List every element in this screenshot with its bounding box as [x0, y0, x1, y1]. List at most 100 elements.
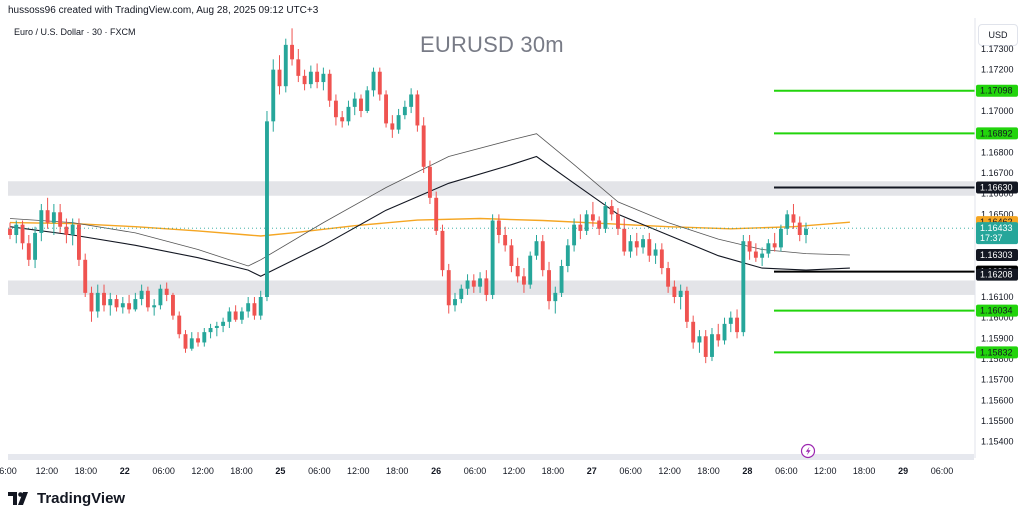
- candle-body: [359, 98, 363, 111]
- candle: [164, 282, 169, 302]
- candle-body: [8, 228, 12, 235]
- time-tick-label: 12:00: [191, 466, 214, 476]
- candle: [722, 317, 727, 345]
- candle: [233, 305, 238, 322]
- price-tag-label: 1.16433: [980, 223, 1013, 233]
- candle: [747, 235, 752, 260]
- price-axis[interactable]: 1.173001.172001.171001.170001.169001.168…: [981, 44, 1014, 447]
- candle-body: [515, 266, 520, 277]
- candle-body: [145, 290, 150, 308]
- candle-body: [691, 321, 696, 343]
- time-axis[interactable]: 6:00 12:00 18:00 22 06:00 12:00 18:00 25 06:00 12…: [0, 466, 953, 476]
- candle-body: [753, 251, 758, 258]
- candle-body: [634, 241, 639, 248]
- candle: [33, 226, 38, 269]
- time-tick-label: 18:00: [386, 466, 409, 476]
- price-tag: 1.16034: [976, 304, 1018, 317]
- candle-body: [609, 206, 614, 215]
- candle: [797, 216, 802, 242]
- candle-body: [346, 106, 351, 122]
- time-tick-label: 29: [898, 466, 908, 476]
- time-tick-label: 25: [275, 466, 285, 476]
- candle: [440, 224, 445, 277]
- candle-body: [51, 212, 56, 223]
- candle: [672, 280, 677, 304]
- candle: [534, 235, 539, 260]
- candle-body: [409, 94, 414, 107]
- candle-body: [747, 241, 752, 252]
- time-tick-label: 06:00: [619, 466, 642, 476]
- candle-body: [578, 224, 583, 231]
- candle-body: [120, 303, 125, 308]
- candle: [189, 332, 194, 351]
- candle: [427, 160, 432, 204]
- candle: [221, 317, 226, 333]
- price-tick-label: 1.17300: [981, 44, 1014, 54]
- candle-body: [258, 297, 263, 316]
- candle-body: [171, 294, 175, 316]
- candle-body: [440, 230, 445, 271]
- candle: [8, 222, 12, 240]
- candle: [26, 235, 31, 266]
- candle: [515, 257, 520, 283]
- candle-body: [196, 338, 200, 343]
- candle-body: [333, 100, 338, 118]
- candle: [183, 330, 188, 353]
- candle-body: [227, 311, 232, 322]
- candle-body: [308, 71, 313, 85]
- candle-body: [778, 228, 783, 248]
- price-tag-bg: [976, 84, 1018, 97]
- candle-body: [703, 336, 708, 357]
- candle-body: [553, 292, 558, 302]
- currency-selector[interactable]: USD: [978, 24, 1018, 46]
- candle: [578, 214, 583, 240]
- price-tag-bg: [976, 268, 1018, 281]
- candle-body: [252, 303, 257, 316]
- candle: [371, 67, 376, 97]
- price-tick-label: 1.15800: [981, 354, 1014, 364]
- candle-body: [95, 292, 100, 312]
- price-tag-label: 1.16208: [980, 270, 1013, 280]
- candle-body: [302, 75, 307, 85]
- candle-body: [64, 226, 69, 235]
- candle: [352, 92, 357, 116]
- candle: [553, 286, 558, 314]
- candle-body: [641, 239, 645, 248]
- candle: [484, 270, 489, 302]
- candle-body: [214, 325, 219, 328]
- horizontal-scrollbar[interactable]: [8, 454, 974, 460]
- candle-body: [797, 222, 802, 235]
- candle-body: [14, 224, 19, 235]
- candle: [415, 90, 420, 132]
- candle-body: [672, 286, 677, 297]
- candle: [735, 309, 739, 339]
- candle-body: [189, 338, 194, 349]
- candle-body: [666, 268, 671, 287]
- candle-body: [509, 245, 514, 266]
- moving-average-line-0: [9, 217, 850, 237]
- candle-body: [684, 290, 689, 322]
- lightning-alert-icon[interactable]: [800, 443, 816, 459]
- price-tick-label: 1.16000: [981, 313, 1014, 323]
- candle: [239, 307, 244, 324]
- candle-body: [402, 106, 407, 116]
- candle-body: [459, 288, 464, 300]
- price-tick-label: 1.17000: [981, 106, 1014, 116]
- time-tick-label: 18:00: [542, 466, 565, 476]
- candle-body: [102, 292, 106, 306]
- candle: [202, 328, 207, 347]
- price-tag-label: 1.16892: [980, 128, 1013, 138]
- candle-body: [584, 214, 589, 231]
- candle-body: [421, 125, 426, 167]
- candle: [772, 232, 777, 252]
- time-tick-label: 12:00: [36, 466, 59, 476]
- candle-body: [89, 292, 94, 312]
- candle-body: [465, 280, 470, 289]
- candle-body: [365, 90, 370, 111]
- time-tick-label: 06:00: [464, 466, 487, 476]
- candle: [277, 55, 282, 95]
- candle: [804, 222, 808, 244]
- candle: [89, 286, 94, 322]
- price-tick-label: 1.16800: [981, 147, 1014, 157]
